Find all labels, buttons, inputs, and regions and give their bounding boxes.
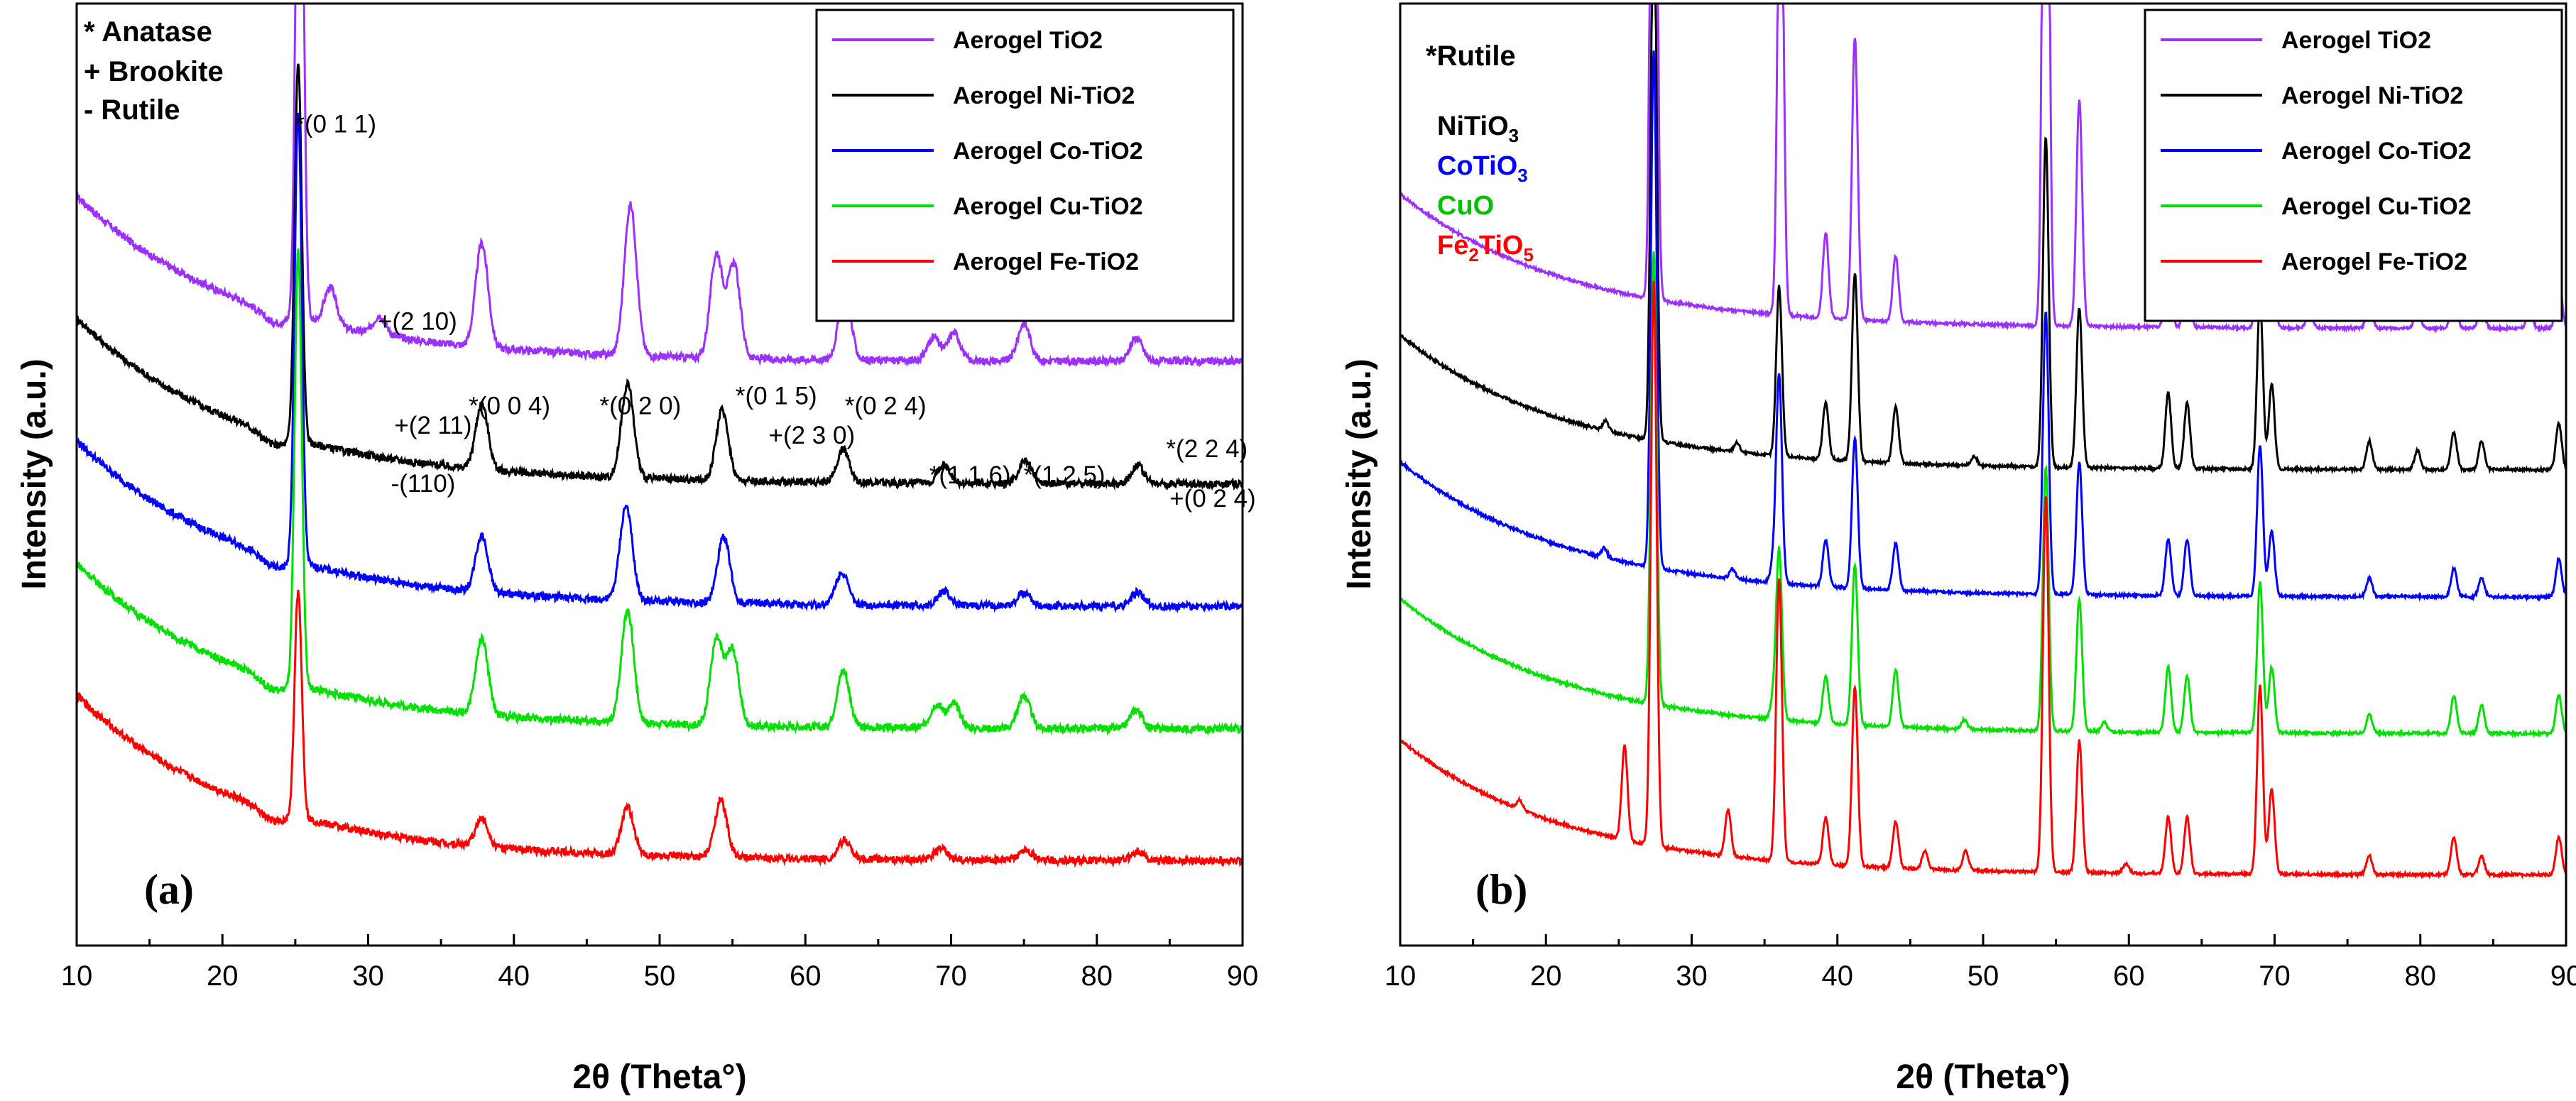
peak-annotation: *(2 2 4) (1166, 435, 1248, 463)
panel-b-label: (b) (1475, 866, 1527, 913)
panel-a-phase-key: * Anatase + Brookite - Rutile (84, 16, 224, 126)
legend-label-aerogel-tio2: Aerogel TiO2 (953, 27, 1103, 54)
panel-b-y-axis-label: Intensity (a.u.) (1341, 358, 1378, 589)
panel-b-x-axis-label: 2θ (Theta°) (1896, 1058, 2070, 1096)
series-line-aerogel-cu-tio2 (1399, 251, 2567, 739)
peak-annotation: *(0 1 1) (295, 111, 376, 138)
peak-annotation: +(2 10) (378, 307, 457, 335)
series-line-aerogel-tio2 (76, 2, 1244, 368)
x-tick-label: 60 (790, 960, 822, 992)
panel-a: 10 20 30 40 50 60 70 80 90 2θ (Theta°) Intensity… (16, 2, 1259, 1096)
x-tick-label: 90 (1227, 960, 1259, 992)
legend-label-aerogel-fe-tio2: Aerogel Fe-TiO2 (953, 248, 1139, 275)
legend-box (815, 9, 1235, 322)
legend-label-aerogel-cu-tio2: Aerogel Cu-TiO2 (953, 193, 1143, 220)
x-tick-label: 30 (352, 960, 384, 992)
x-tick-label: 30 (1676, 960, 1708, 992)
legend-label-aerogel-ni-tio2: Aerogel Ni-TiO2 (953, 82, 1135, 109)
x-tick-label: 50 (644, 960, 676, 992)
peak-annotation: *(0 2 0) (600, 392, 682, 420)
x-tick-label: 50 (1968, 960, 1999, 992)
panel-a-series-lines (75, 2, 1244, 868)
peak-annotation: *(0 2 4) (845, 392, 927, 420)
peak-annotation: +(2 3 0) (769, 422, 856, 449)
x-tick-label: 60 (2113, 960, 2145, 992)
panel-b: 10 20 30 40 50 60 70 80 90 2θ (Theta°) Intensity… (1341, 2, 2576, 1096)
panel-a-peak-annotations: *(0 1 1) +(2 10) +(2 11) -(110) *(0 0 4) *(0 … (295, 111, 1255, 513)
x-tick-label: 40 (498, 960, 530, 992)
phase-key-brookite: + Brookite (84, 56, 224, 87)
x-tick-label: 20 (1530, 960, 1562, 992)
legend-label-aerogel-fe-tio2: Aerogel Fe-TiO2 (2281, 248, 2467, 275)
x-tick-label: 20 (207, 960, 239, 992)
legend-label-aerogel-cu-tio2: Aerogel Cu-TiO2 (2281, 193, 2472, 220)
peak-annotation: +(0 2 4) (1169, 485, 1256, 513)
panel-a-legend: Aerogel TiO2 Aerogel Ni-TiO2 Aerogel Co-Ti… (815, 9, 1235, 322)
panel-a-x-ticks: 10 20 30 40 50 60 70 80 90 (61, 934, 1259, 992)
x-tick-label: 40 (1822, 960, 1854, 992)
series-line-aerogel-ni-tio2 (1399, 2, 2567, 476)
series-line-aerogel-ni-tio2 (75, 63, 1243, 491)
legend-box (2144, 9, 2563, 322)
peak-annotation: *(0 0 4) (469, 392, 550, 420)
legend-label-aerogel-ni-tio2: Aerogel Ni-TiO2 (2281, 82, 2463, 109)
x-tick-label: 10 (1385, 960, 1417, 992)
peak-annotation: *(1 2 5) (1024, 461, 1106, 489)
legend-label-aerogel-tio2: Aerogel TiO2 (2281, 27, 2431, 54)
peak-annotation: *(1 1 6) (929, 461, 1011, 489)
phase-key-rutile: - Rutile (84, 94, 180, 126)
x-tick-label: 10 (61, 960, 93, 992)
panel-a-label: (a) (144, 866, 194, 913)
panel-b-x-ticks: 10 20 30 40 50 60 70 80 90 (1385, 934, 2576, 992)
series-line-aerogel-fe-tio2 (75, 589, 1244, 868)
phase-key-fe2tio5: Fe2TiO5 (1437, 231, 1534, 265)
series-line-aerogel-cu-tio2 (76, 248, 1244, 736)
peak-annotation: +(2 11) (394, 412, 471, 439)
series-line-aerogel-co-tio2 (75, 112, 1244, 614)
legend-label-aerogel-co-tio2: Aerogel Co-TiO2 (953, 138, 1143, 165)
x-tick-label: 80 (2405, 960, 2437, 992)
phase-key-nitio3: NiTiO3 (1437, 111, 1519, 146)
legend-label-aerogel-co-tio2: Aerogel Co-TiO2 (2281, 138, 2472, 165)
x-tick-label: 70 (935, 960, 967, 992)
x-tick-label: 80 (1081, 960, 1113, 992)
phase-key-anatase: * Anatase (84, 16, 212, 48)
phase-key-rutile: *Rutile (1426, 40, 1516, 72)
phase-key-cotio3: CoTiO3 (1437, 151, 1528, 186)
x-tick-label: 70 (2259, 960, 2291, 992)
peak-annotation: -(110) (391, 470, 456, 498)
panel-a-y-axis-label: Intensity (a.u.) (16, 358, 53, 589)
panel-b-legend: Aerogel TiO2 Aerogel Ni-TiO2 Aerogel Co-Ti… (2144, 9, 2563, 322)
phase-key-cuo: CuO (1437, 191, 1494, 221)
panel-b-phase-key: *Rutile NiTiO3 CoTiO3 CuO Fe2TiO5 (1426, 40, 1534, 265)
series-line-aerogel-fe-tio2 (1399, 280, 2567, 880)
peak-annotation: *(0 1 5) (736, 382, 817, 410)
x-tick-label: 90 (2550, 960, 2576, 992)
panel-a-x-axis-label: 2θ (Theta°) (572, 1058, 746, 1096)
series-line-aerogel-co-tio2 (1399, 50, 2567, 603)
